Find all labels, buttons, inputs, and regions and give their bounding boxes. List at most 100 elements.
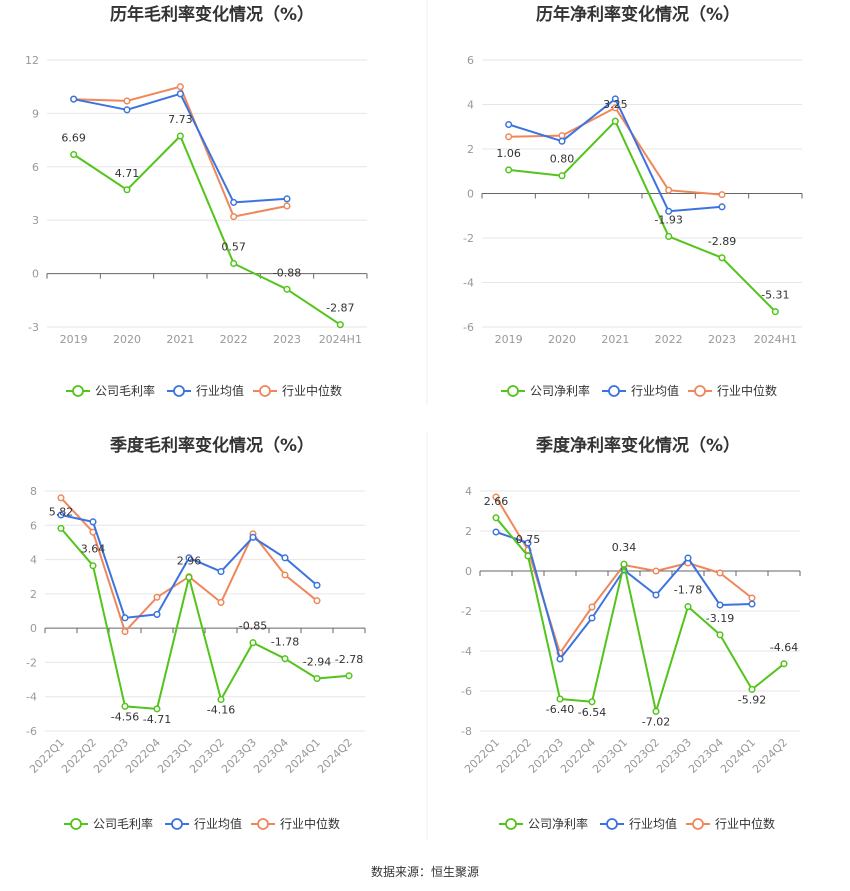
data-point — [524, 539, 532, 547]
data-point — [283, 285, 291, 293]
data-point — [121, 614, 129, 622]
y-tick-label: -4 — [463, 277, 474, 290]
data-point — [684, 603, 692, 611]
legend-item[interactable]: 公司净利率 — [499, 816, 588, 831]
y-tick-label: -6 — [26, 725, 37, 738]
legend-swatch-marker — [606, 818, 618, 830]
chart-4: 季度净利率变化情况（%）-8-6-4-20242022Q12022Q22022Q… — [461, 435, 801, 831]
legend-swatch-marker — [171, 818, 183, 830]
data-point — [123, 106, 131, 114]
legend-swatch-marker — [257, 818, 269, 830]
data-label: -1.78 — [674, 584, 702, 597]
y-tick-label: 4 — [467, 99, 474, 112]
y-tick-label: 2 — [465, 525, 472, 538]
data-point — [748, 685, 756, 693]
legend-item[interactable]: 行业均值 — [600, 816, 677, 831]
y-tick-label: 2 — [30, 588, 37, 601]
data-label: 0.80 — [550, 153, 575, 166]
data-point — [121, 628, 129, 636]
legend-item[interactable]: 公司毛利率 — [66, 383, 155, 398]
legend-item[interactable]: 行业均值 — [167, 383, 244, 398]
data-point — [505, 133, 513, 141]
x-tick-label: 2024H1 — [319, 333, 362, 346]
legend-item[interactable]: 行业均值 — [165, 816, 242, 831]
y-tick-label: 3 — [32, 214, 39, 227]
y-tick-label: -2 — [26, 656, 37, 669]
data-point — [123, 186, 131, 194]
chart-title: 季度净利率变化情况（%） — [536, 435, 740, 456]
y-tick-label: -6 — [461, 685, 472, 698]
series-line-industry-avg — [73, 92, 288, 204]
x-tick-label: 2024Q2 — [315, 736, 355, 776]
data-point — [558, 172, 566, 180]
data-point — [716, 569, 724, 577]
data-label: 2.96 — [177, 554, 202, 567]
data-point — [121, 702, 129, 710]
data-point — [281, 554, 289, 562]
legend-label: 行业均值 — [631, 383, 679, 398]
data-point — [176, 83, 184, 91]
y-tick-label: 0 — [467, 188, 474, 201]
legend-item[interactable]: 行业中位数 — [686, 816, 775, 831]
data-point — [652, 567, 660, 575]
data-point — [230, 259, 238, 268]
legend-item[interactable]: 公司毛利率 — [64, 816, 153, 831]
chart-title: 季度毛利率变化情况（%） — [110, 435, 314, 456]
x-tick-label: 2019 — [60, 333, 88, 346]
data-point — [70, 150, 78, 159]
x-tick-label: 2021 — [166, 333, 194, 346]
data-point — [665, 207, 673, 215]
data-label: -2.78 — [335, 653, 363, 666]
data-label: -1.93 — [654, 213, 682, 226]
legend-item[interactable]: 行业中位数 — [253, 383, 342, 398]
data-point — [185, 573, 193, 581]
data-point — [185, 554, 193, 562]
data-label: -6.40 — [546, 703, 574, 716]
y-tick-label: 0 — [32, 268, 39, 281]
legend-item[interactable]: 行业中位数 — [688, 383, 777, 398]
data-point — [780, 660, 788, 668]
data-point — [588, 614, 596, 622]
data-label: -2.89 — [708, 235, 736, 248]
data-point — [716, 631, 724, 639]
legend-swatch-marker — [505, 818, 517, 830]
chart-1: 历年毛利率变化情况（%） -3 0 3 6 9 12 2019 2020 2021 2022 2023… — [25, 4, 368, 398]
data-point — [556, 655, 564, 663]
data-point — [217, 568, 225, 576]
data-point — [313, 674, 321, 683]
y-tick-label: -4 — [461, 645, 472, 658]
data-label: -0.85 — [239, 620, 267, 633]
data-point — [57, 511, 65, 519]
legend-label: 行业均值 — [629, 816, 677, 831]
legend-label: 行业中位数 — [715, 816, 775, 831]
y-tick-label: 12 — [25, 54, 39, 67]
legend-item[interactable]: 行业均值 — [602, 383, 679, 398]
x-tick-label: 2024Q2 — [750, 736, 790, 776]
data-label: -4.71 — [143, 713, 171, 726]
data-point — [652, 591, 660, 599]
legend-item[interactable]: 公司净利率 — [501, 383, 590, 398]
legend-swatch-marker — [694, 385, 706, 397]
legend-swatch-marker — [692, 818, 704, 830]
y-tick-label: 6 — [467, 54, 474, 67]
data-point — [89, 518, 97, 526]
data-point — [611, 95, 619, 103]
x-tick-label: 2019 — [495, 333, 523, 346]
data-label: 5.82 — [49, 505, 74, 518]
x-tick-label: 2023 — [708, 333, 736, 346]
data-point — [665, 186, 673, 194]
legend-label: 公司毛利率 — [95, 383, 155, 398]
y-tick-label: 6 — [32, 161, 39, 174]
data-point — [718, 191, 726, 199]
y-tick-label: 0 — [465, 565, 472, 578]
data-point — [492, 514, 500, 522]
data-point — [492, 528, 500, 536]
legend-item[interactable]: 行业中位数 — [251, 816, 340, 831]
data-label: 2.66 — [484, 495, 509, 508]
data-point — [558, 132, 566, 140]
data-point — [217, 695, 225, 704]
data-point — [281, 655, 289, 663]
data-point — [524, 552, 532, 560]
y-tick-label: 4 — [465, 485, 472, 498]
